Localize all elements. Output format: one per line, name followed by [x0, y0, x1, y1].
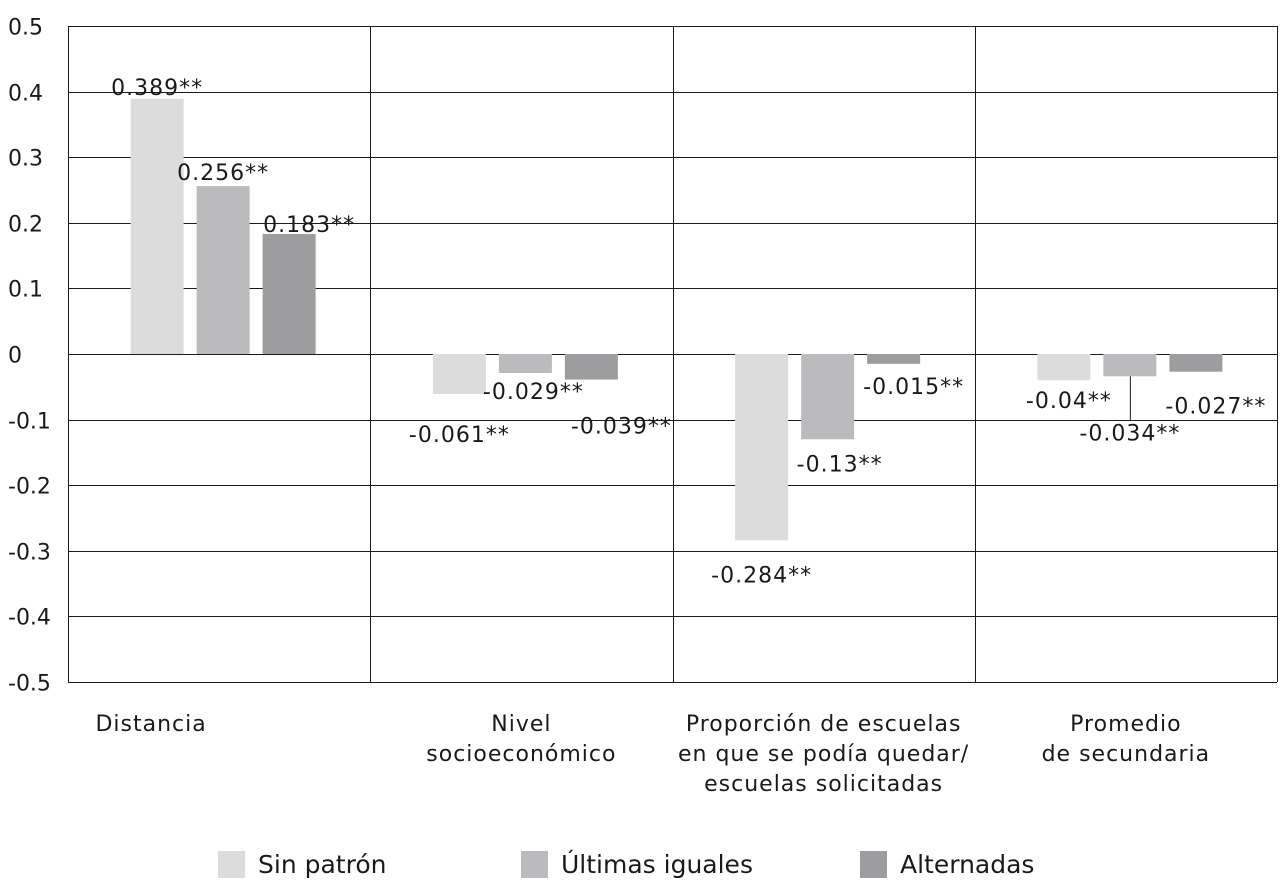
bar: [1103, 354, 1157, 377]
bar: [564, 354, 618, 380]
y-tick-label: -0.3: [8, 541, 51, 566]
y-tick-label: -0.2: [8, 475, 51, 500]
category-label: Distancia: [95, 712, 206, 737]
data-label: 0.389**: [111, 76, 203, 101]
legend-swatch: [218, 850, 245, 878]
y-tick-label: 0: [8, 344, 22, 369]
data-labels: 0.389** 0.256** 0.183** -0.061** -0.029** -0.…: [111, 76, 1266, 588]
y-tick-label: 0.5: [8, 16, 43, 41]
bar: [867, 354, 921, 364]
legend: Sin patrón Últimas iguales Alternadas: [0, 846, 1283, 882]
data-label: -0.015**: [863, 375, 964, 400]
legend-swatch: [521, 850, 548, 878]
y-tick-label: 0.3: [8, 147, 43, 172]
bar: [801, 354, 855, 440]
data-label: 0.256**: [177, 161, 269, 186]
grid-lines: [68, 26, 1278, 683]
data-label: -0.029**: [483, 380, 584, 405]
data-label: -0.034**: [1079, 421, 1180, 446]
legend-label: Sin patrón: [258, 849, 387, 879]
legend-label: Alternadas: [900, 849, 1035, 879]
y-tick-label: 0.1: [8, 278, 43, 303]
data-label: -0.039**: [571, 415, 672, 440]
bar: [262, 233, 316, 354]
y-tick-label: 0.2: [8, 213, 43, 238]
data-label: -0.027**: [1165, 395, 1266, 420]
legend-item-alternadas: Alternadas: [860, 846, 1034, 882]
category-label: Nivel socioeconómico: [426, 712, 616, 767]
legend-label: Últimas iguales: [561, 849, 753, 879]
bar: [1169, 354, 1223, 372]
category-label: Proporción de escuelas en que se podía qu…: [678, 712, 969, 797]
y-tick-label: -0.5: [8, 672, 51, 697]
legend-item-sin-patron: Sin patrón: [218, 846, 386, 882]
y-axis-ticks: 0.5 0.4 0.3 0.2 0.1 0 -0.1 -0.2 -0.3 -0.4 -0.5: [8, 16, 51, 697]
x-axis-categories: Distancia Nivel socioeconómico Proporción d…: [95, 712, 1211, 797]
data-label: -0.284**: [711, 563, 812, 588]
legend-item-ultimas-iguales: Últimas iguales: [521, 846, 753, 882]
y-tick-label: 0.4: [8, 82, 43, 107]
legend-swatch: [860, 850, 887, 878]
bar: [735, 354, 789, 541]
bar: [1037, 354, 1091, 381]
y-tick-label: -0.1: [8, 410, 51, 435]
bar: [498, 354, 552, 374]
data-label: -0.13**: [797, 452, 883, 477]
bar: [130, 98, 184, 354]
data-label: -0.061**: [409, 423, 510, 448]
y-tick-label: -0.4: [8, 606, 51, 631]
bar: [196, 186, 250, 354]
category-label: Promedio de secundaria: [1042, 712, 1211, 767]
data-label: 0.183**: [263, 213, 355, 238]
bar: [432, 354, 486, 395]
bar-chart: 0.5 0.4 0.3 0.2 0.1 0 -0.1 -0.2 -0.3 -0.4 -0.5 0.3…: [8, 16, 1278, 797]
data-label: -0.04**: [1026, 389, 1112, 414]
bars: [130, 98, 1223, 541]
